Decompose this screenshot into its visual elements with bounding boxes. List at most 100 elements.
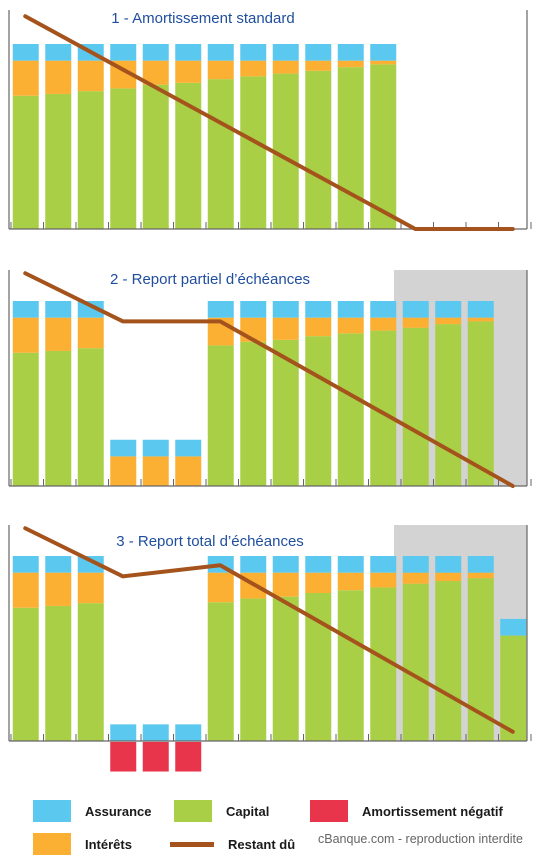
chart-title: 3 - Report total d’échéances [116,533,304,550]
bar-assurance [337,301,364,318]
bar-interets [370,317,397,331]
assurance-swatch [33,800,71,822]
bar-interets [402,572,429,584]
bar-interets [45,572,72,606]
bar-capital [337,333,364,486]
bar-assurance [142,724,169,741]
bar-interets [77,572,104,604]
bar-assurance [110,724,137,741]
bar-interets [370,572,397,588]
bar-assurance [272,44,299,61]
bar-assurance [337,44,364,61]
bar-capital [500,635,527,741]
bar-capital [240,598,267,741]
bar-assurance [110,44,137,61]
restant-du-line [23,271,515,488]
bar-interets [207,572,234,603]
bar-assurance [207,44,234,61]
bar-interets [402,317,429,328]
bar-assurance [207,301,234,318]
bar-assurance [337,556,364,573]
bar-interets [272,572,299,597]
bar-assurance [305,556,332,573]
bar-capital [402,327,429,486]
bar-capital [435,580,462,741]
bar-assurance [240,301,267,318]
capital-swatch [174,800,212,822]
bar-assurance [12,301,39,318]
bar-capital [12,352,39,486]
bar-assurance [500,618,527,636]
legend-label: Restant dû [228,836,296,852]
bar-capital [435,324,462,486]
bar-capital [240,76,267,229]
bar-assurance [240,556,267,573]
bar-assurance [305,44,332,61]
bar-capital [110,88,137,230]
bar-capital [12,95,39,229]
legend-label: Intérêts [85,836,132,852]
bar-assurance [142,439,169,457]
bar-assurance [175,44,202,61]
bar-capital [272,596,299,741]
bar-interets [45,317,72,351]
bar-assurance [305,301,332,318]
bar-capital [207,345,234,486]
legend-item-restant: Restant dû [170,832,295,856]
bar-interets [175,456,202,486]
chart-report-partiel: 2 - Report partiel d’échéances [8,270,532,488]
bar-assurance [467,556,494,573]
bar-capital [45,93,72,229]
bar-assurance [110,439,137,457]
bar-assurance [77,301,104,318]
bar-capital [402,583,429,741]
legend-item-capital: Capital [174,799,269,823]
bar-capital [142,84,169,229]
bar-capital [467,321,494,486]
bar-interets [240,60,267,77]
bar-amortissement-negatif [142,741,169,772]
bar-capital [45,350,72,486]
bar-interets [337,572,364,591]
bar-capital [45,605,72,741]
bar-capital [12,607,39,741]
bar-interets [305,572,332,593]
bar-assurance [77,556,104,573]
bar-amortissement-negatif [175,741,202,772]
bar-interets [12,317,39,353]
bar-assurance [370,44,397,61]
bar-capital [305,336,332,486]
bar-interets [77,60,104,92]
bar-assurance [272,301,299,318]
bar-capital [77,348,104,486]
chart-title: 1 - Amortissement standard [111,10,294,27]
bar-interets [272,317,299,340]
bar-assurance [402,301,429,318]
credit-text: cBanque.com - reproduction interdite [318,832,523,846]
bar-assurance [45,44,72,61]
legend-label: Amortissement négatif [362,803,503,819]
legend-label: Capital [226,803,270,819]
interets-swatch [33,833,71,855]
bar-capital [207,79,234,230]
bar-capital [337,67,364,229]
bar-capital [272,73,299,229]
bar-capital [337,590,364,741]
bar-interets [337,317,364,334]
legend: Assurance Capital Amortissement négatif … [0,780,533,867]
legend-item-assurance: Assurance [33,799,151,823]
bar-assurance [142,44,169,61]
bar-assurance [370,301,397,318]
bar-interets [435,317,462,325]
bar-assurance [370,556,397,573]
charts: 1 - Amortissement standard 2 - Report pa… [8,10,532,772]
bar-capital [77,603,104,741]
bar-interets [142,456,169,486]
bar-assurance [240,44,267,61]
bar-capital [77,91,104,229]
bar-interets [12,572,39,608]
chart-report-total: 3 - Report total d’échéances [8,525,532,772]
bar-assurance [435,301,462,318]
chart-title: 2 - Report partiel d’échéances [110,271,310,288]
bar-interets [435,572,462,581]
